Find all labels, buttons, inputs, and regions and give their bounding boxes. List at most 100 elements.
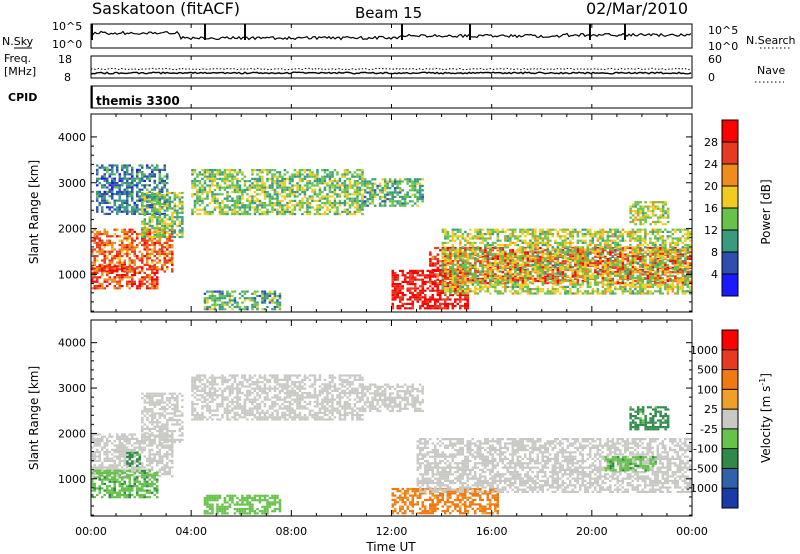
power-cell bbox=[544, 230, 547, 233]
power-cell bbox=[156, 220, 159, 223]
power-cell bbox=[126, 195, 129, 198]
power-cell bbox=[113, 228, 116, 231]
power-cell bbox=[401, 296, 404, 299]
power-cell bbox=[446, 298, 449, 301]
power-cell bbox=[216, 197, 219, 200]
power-cell bbox=[419, 291, 422, 294]
power-cell bbox=[168, 229, 172, 232]
power-cell bbox=[383, 182, 387, 185]
power-cell bbox=[489, 292, 492, 295]
power-cell bbox=[143, 195, 146, 198]
power-cell bbox=[569, 233, 572, 236]
power-cell bbox=[133, 269, 136, 272]
power-cell bbox=[181, 209, 184, 212]
power-cell bbox=[118, 210, 121, 213]
power-cell bbox=[366, 187, 369, 190]
power-cell bbox=[93, 237, 96, 240]
power-cell bbox=[98, 190, 101, 193]
power-cell bbox=[456, 257, 460, 260]
power-cell bbox=[368, 198, 372, 201]
power-cell bbox=[509, 241, 512, 244]
power-cell bbox=[614, 266, 617, 269]
noise-left-tick-top: 10^5 bbox=[52, 20, 82, 33]
power-cell bbox=[556, 268, 560, 272]
power-cell bbox=[123, 166, 126, 169]
power-cell bbox=[439, 260, 442, 263]
power-cell bbox=[143, 218, 147, 221]
power-cell bbox=[586, 264, 590, 267]
power-cell bbox=[153, 228, 156, 231]
power-cell bbox=[529, 290, 532, 293]
power-cell bbox=[101, 248, 104, 251]
power-cell bbox=[489, 228, 492, 231]
power-cell bbox=[228, 171, 232, 174]
power-cell bbox=[526, 283, 530, 286]
power-cell bbox=[173, 191, 177, 195]
power-cell bbox=[491, 246, 495, 250]
power-cell bbox=[466, 252, 470, 255]
power-cell bbox=[256, 308, 259, 311]
power-cell bbox=[263, 308, 267, 311]
power-cell bbox=[206, 193, 209, 196]
power-cell bbox=[203, 301, 207, 304]
power-cell bbox=[241, 193, 244, 196]
power-cell bbox=[481, 272, 485, 275]
power-cell bbox=[391, 289, 394, 292]
power-cell bbox=[511, 230, 515, 233]
power-cell bbox=[281, 177, 284, 180]
power-cell bbox=[283, 204, 287, 207]
power-cell bbox=[559, 279, 562, 282]
power-cell bbox=[278, 182, 282, 185]
power-cell bbox=[273, 305, 277, 309]
power-cell bbox=[469, 263, 472, 266]
power-cell bbox=[471, 235, 475, 238]
power-cell bbox=[213, 208, 217, 211]
power-cell bbox=[424, 307, 427, 310]
power-cell bbox=[106, 257, 109, 260]
power-cell bbox=[278, 305, 282, 309]
power-cell bbox=[148, 255, 151, 258]
power-cell bbox=[138, 250, 141, 253]
power-cell bbox=[516, 283, 520, 286]
power-cell bbox=[559, 272, 562, 275]
power-cell bbox=[131, 212, 134, 215]
power-cell bbox=[338, 195, 342, 198]
power-cell bbox=[441, 274, 444, 277]
power-cell bbox=[506, 239, 510, 242]
power-cell bbox=[108, 271, 111, 274]
power-cell bbox=[596, 246, 600, 250]
power-cell bbox=[494, 283, 497, 286]
power-cell bbox=[98, 246, 101, 249]
power-cell bbox=[419, 296, 422, 299]
power-cell bbox=[121, 201, 124, 204]
power-cell bbox=[161, 266, 164, 269]
power-cell bbox=[106, 179, 109, 182]
power-cell bbox=[556, 277, 560, 280]
power-cell bbox=[271, 180, 274, 183]
power-cell bbox=[318, 191, 322, 194]
power-cell bbox=[439, 305, 442, 308]
power-cell bbox=[138, 182, 141, 185]
power-cell bbox=[544, 235, 547, 238]
power-cell bbox=[441, 261, 445, 264]
power-cell bbox=[158, 175, 161, 178]
power-cell bbox=[163, 252, 166, 255]
power-cell bbox=[236, 182, 239, 185]
power-cell bbox=[293, 199, 297, 202]
power-cell bbox=[436, 257, 440, 261]
power-cell bbox=[286, 171, 289, 174]
power-cell bbox=[121, 285, 124, 288]
power-cell bbox=[213, 169, 217, 172]
power-cell bbox=[136, 210, 139, 213]
power-cell bbox=[151, 206, 154, 209]
power-cell bbox=[391, 193, 394, 196]
power-cell bbox=[398, 202, 402, 205]
power-cell bbox=[106, 280, 109, 283]
power-cell bbox=[253, 186, 257, 189]
power-cell bbox=[101, 263, 104, 266]
power-cell bbox=[216, 199, 219, 202]
power-cell bbox=[411, 189, 414, 192]
power-cell bbox=[271, 206, 274, 209]
power-cell bbox=[271, 202, 274, 205]
power-cell bbox=[484, 257, 487, 260]
